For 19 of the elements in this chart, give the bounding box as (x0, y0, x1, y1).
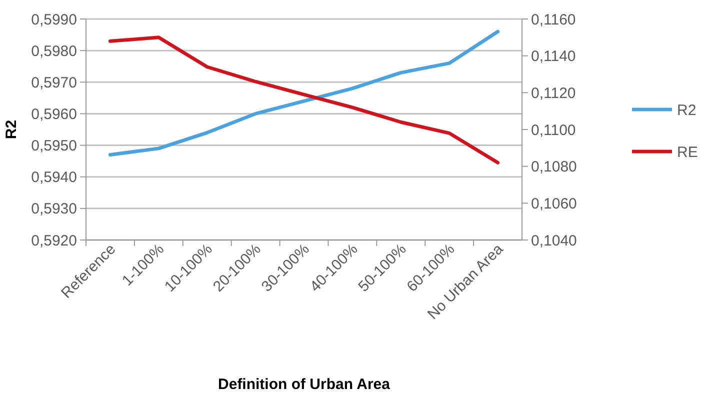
y-tick-label: 0,5980 (31, 42, 77, 60)
y2-tick-label: 0,1080 (531, 158, 577, 176)
y-tick-label: 0,5930 (31, 200, 77, 218)
y2-tick-label: 0,1060 (531, 195, 577, 212)
y2-tick-label: 0,1040 (531, 232, 577, 250)
legend-label: R2 (677, 102, 696, 119)
y2-tick-label: 0,1120 (531, 84, 576, 102)
y-tick-label: 0,5990 (31, 11, 77, 28)
y2-tick-label: 0,1100 (531, 122, 576, 139)
y-tick-label: 0,5970 (31, 74, 77, 92)
legend-label: RE (677, 144, 698, 161)
y-axis-title: R2 (3, 120, 20, 140)
y-tick-label: 0,5940 (31, 169, 77, 186)
x-axis-title: Definition of Urban Area (218, 376, 391, 393)
y2-tick-label: 0,1140 (531, 48, 576, 66)
y-tick-label: 0,5920 (31, 232, 77, 250)
y-tick-label: 0,5950 (31, 138, 77, 155)
y-tick-label: 0,5960 (31, 106, 77, 123)
y2-tick-label: 0,1160 (531, 11, 576, 28)
